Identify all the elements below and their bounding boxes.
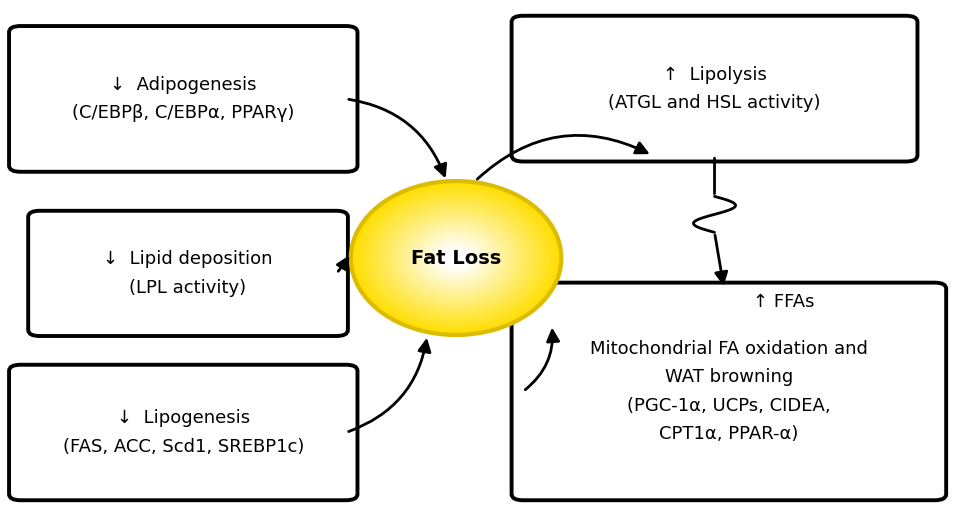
- Ellipse shape: [384, 205, 528, 311]
- Ellipse shape: [439, 245, 473, 271]
- Ellipse shape: [418, 230, 494, 286]
- Ellipse shape: [377, 200, 536, 316]
- Text: WAT browning: WAT browning: [664, 368, 793, 386]
- Ellipse shape: [413, 226, 499, 290]
- Ellipse shape: [365, 191, 547, 325]
- Text: (LPL activity): (LPL activity): [130, 279, 247, 297]
- Ellipse shape: [441, 247, 471, 269]
- Ellipse shape: [444, 249, 468, 267]
- Ellipse shape: [420, 231, 492, 285]
- Ellipse shape: [403, 219, 509, 297]
- Text: Fat Loss: Fat Loss: [411, 249, 501, 267]
- Ellipse shape: [391, 211, 521, 305]
- Text: CPT1α, PPAR-α): CPT1α, PPAR-α): [660, 425, 799, 443]
- Ellipse shape: [360, 188, 552, 328]
- Ellipse shape: [394, 212, 518, 304]
- FancyBboxPatch shape: [512, 16, 918, 162]
- Ellipse shape: [408, 223, 504, 293]
- Text: ↓  Adipogenesis: ↓ Adipogenesis: [110, 76, 256, 94]
- Text: (PGC-1α, UCPs, CIDEA,: (PGC-1α, UCPs, CIDEA,: [627, 397, 830, 414]
- FancyBboxPatch shape: [512, 283, 947, 500]
- Ellipse shape: [398, 216, 514, 300]
- Ellipse shape: [353, 183, 559, 333]
- Ellipse shape: [415, 228, 497, 288]
- Ellipse shape: [372, 197, 540, 319]
- Ellipse shape: [368, 193, 544, 323]
- Ellipse shape: [389, 209, 523, 307]
- Ellipse shape: [429, 238, 483, 278]
- Ellipse shape: [424, 235, 488, 281]
- Ellipse shape: [432, 240, 481, 276]
- Ellipse shape: [374, 198, 538, 318]
- Ellipse shape: [350, 181, 562, 335]
- Ellipse shape: [379, 202, 533, 314]
- Ellipse shape: [363, 190, 549, 326]
- Ellipse shape: [396, 214, 516, 302]
- Ellipse shape: [434, 242, 478, 274]
- Text: Mitochondrial FA oxidation and: Mitochondrial FA oxidation and: [590, 340, 868, 358]
- Ellipse shape: [370, 195, 542, 321]
- Text: ↓  Lipogenesis: ↓ Lipogenesis: [117, 409, 250, 427]
- Ellipse shape: [436, 244, 476, 272]
- Ellipse shape: [355, 185, 557, 331]
- Text: (FAS, ACC, Scd1, SREBP1c): (FAS, ACC, Scd1, SREBP1c): [62, 438, 304, 456]
- Ellipse shape: [422, 233, 491, 283]
- Text: ↑  Lipolysis: ↑ Lipolysis: [662, 66, 766, 84]
- Text: (ATGL and HSL activity): (ATGL and HSL activity): [609, 94, 821, 112]
- FancyBboxPatch shape: [28, 211, 348, 336]
- Text: ↓  Lipid deposition: ↓ Lipid deposition: [104, 250, 273, 268]
- Ellipse shape: [400, 218, 512, 298]
- Text: ↑ FFAs: ↑ FFAs: [753, 293, 814, 311]
- Ellipse shape: [410, 224, 502, 292]
- Ellipse shape: [382, 204, 531, 312]
- FancyBboxPatch shape: [9, 365, 357, 500]
- Ellipse shape: [405, 221, 507, 295]
- Text: (C/EBPβ, C/EBPα, PPARγ): (C/EBPβ, C/EBPα, PPARγ): [72, 104, 295, 122]
- Ellipse shape: [427, 237, 486, 279]
- Ellipse shape: [387, 207, 526, 309]
- FancyBboxPatch shape: [9, 26, 357, 172]
- Ellipse shape: [358, 186, 554, 330]
